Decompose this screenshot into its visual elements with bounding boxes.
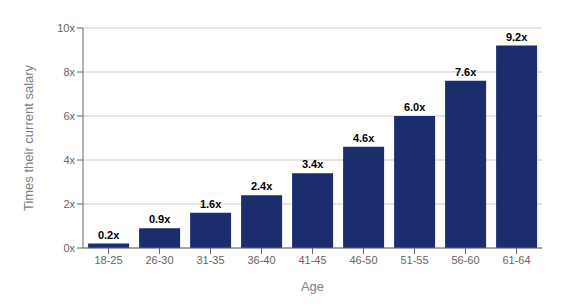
svg-text:Age: Age [301,279,324,294]
svg-text:4x: 4x [63,154,75,166]
svg-text:Times their current salary: Times their current salary [21,64,36,211]
svg-text:4.6x: 4.6x [353,132,375,144]
svg-text:18-25: 18-25 [94,254,122,266]
svg-text:9.2x: 9.2x [506,31,528,43]
svg-text:8x: 8x [63,66,75,78]
svg-text:61-64: 61-64 [502,254,530,266]
svg-text:6x: 6x [63,110,75,122]
svg-text:26-30: 26-30 [145,254,173,266]
svg-text:1.6x: 1.6x [200,198,222,210]
svg-text:51-55: 51-55 [400,254,428,266]
svg-text:41-45: 41-45 [298,254,326,266]
svg-text:0x: 0x [63,242,75,254]
svg-text:0.2x: 0.2x [98,229,120,241]
svg-text:7.6x: 7.6x [455,66,477,78]
svg-text:10x: 10x [57,22,75,34]
svg-text:3.4x: 3.4x [302,158,324,170]
svg-text:2.4x: 2.4x [251,180,273,192]
svg-text:0.9x: 0.9x [149,213,171,225]
svg-text:6.0x: 6.0x [404,101,426,113]
svg-text:31-35: 31-35 [196,254,224,266]
svg-text:56-60: 56-60 [451,254,479,266]
svg-text:36-40: 36-40 [247,254,275,266]
svg-text:2x: 2x [63,198,75,210]
svg-text:46-50: 46-50 [349,254,377,266]
